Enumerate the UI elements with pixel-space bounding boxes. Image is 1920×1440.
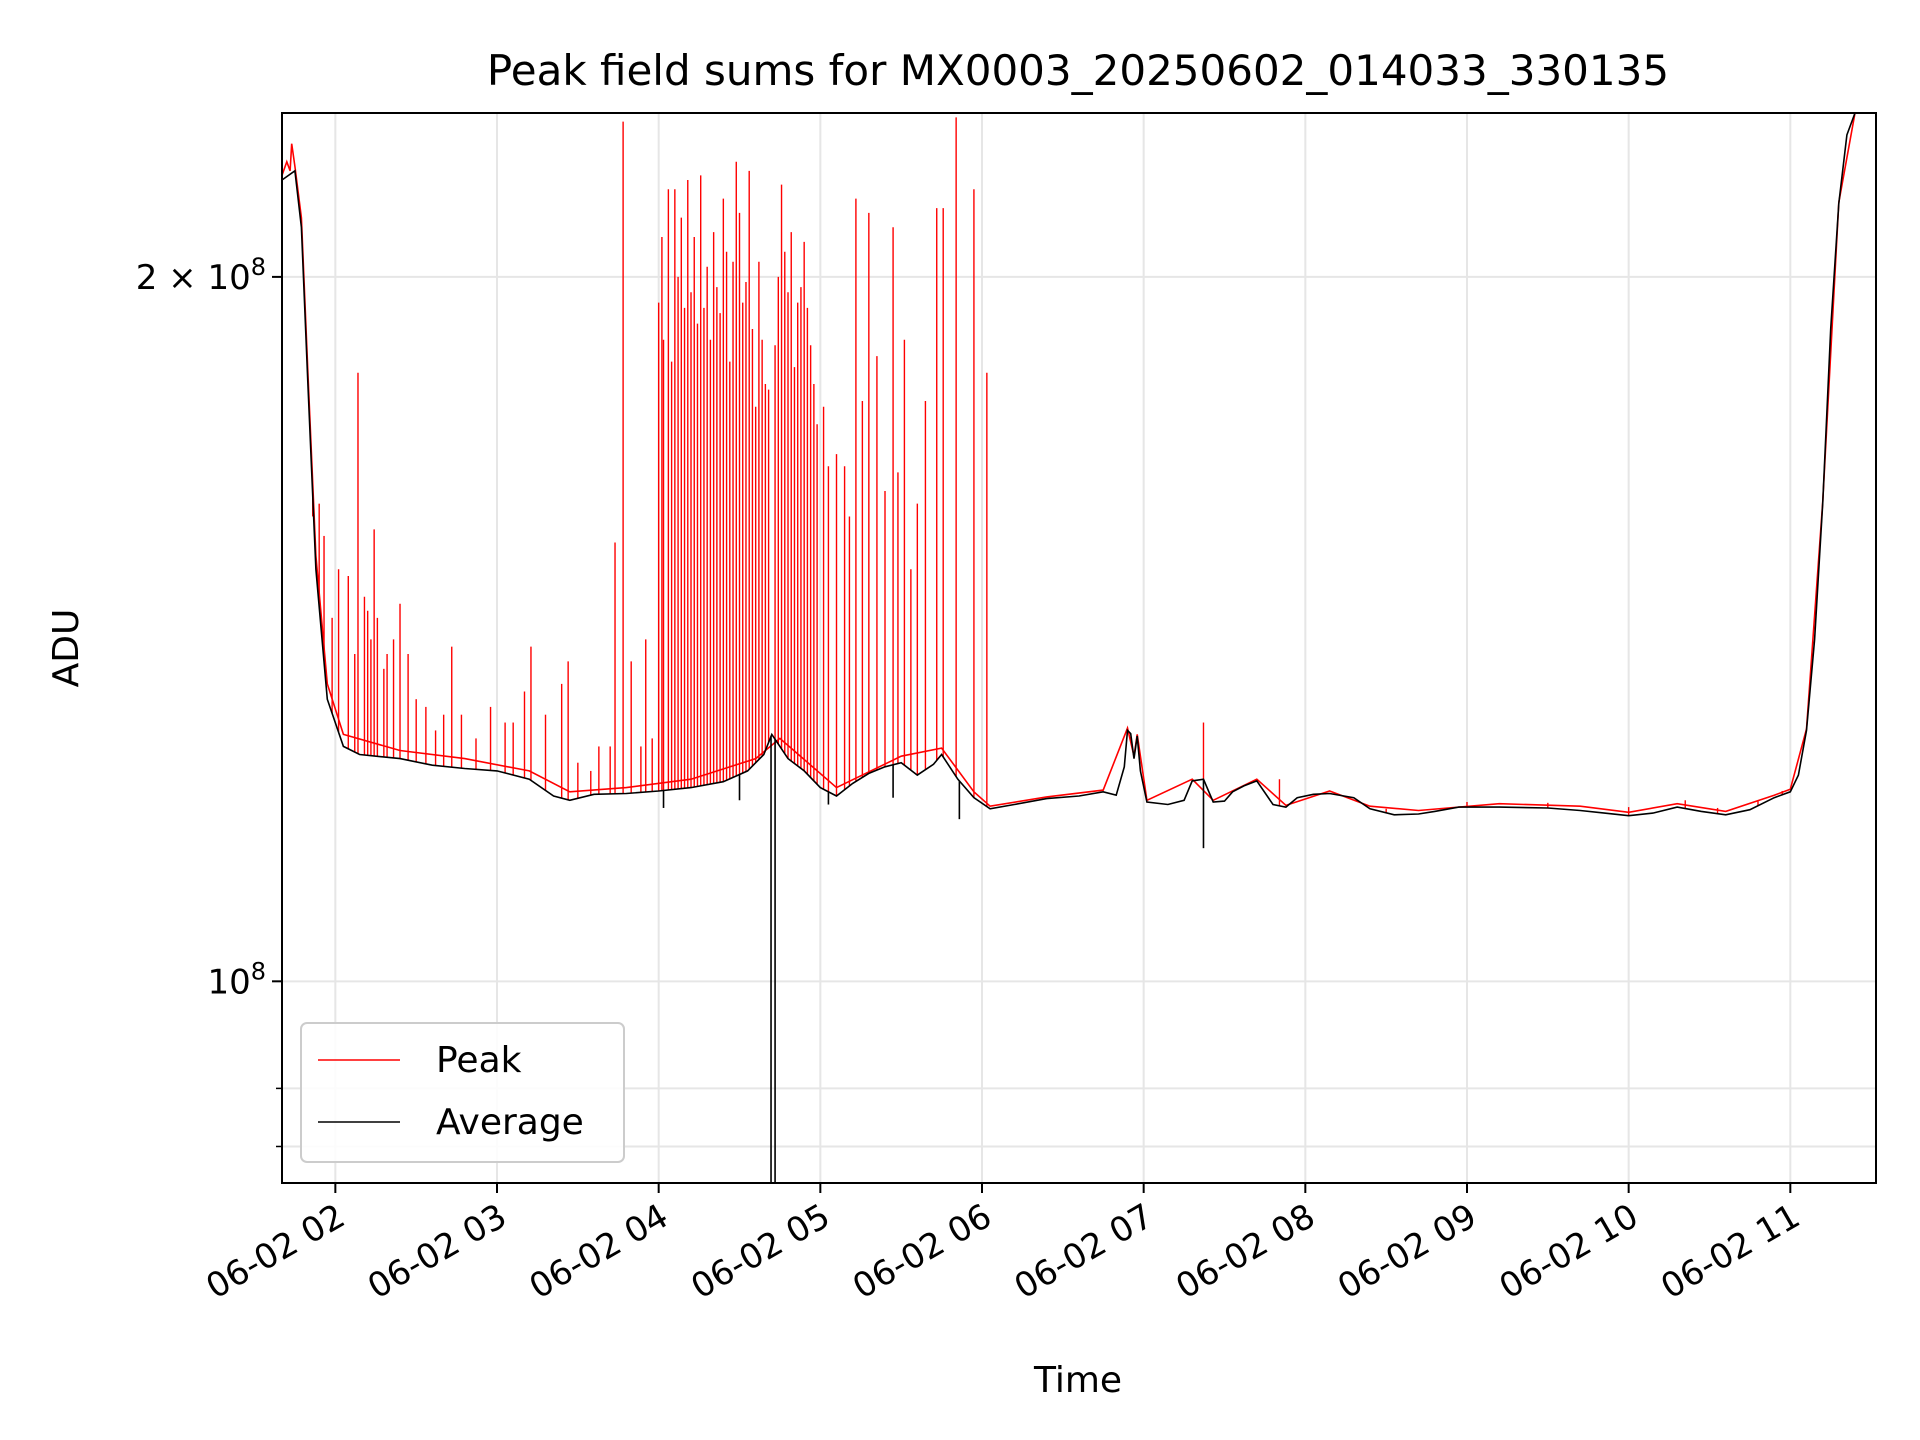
plot-area [281,112,1876,1183]
legend-box [300,1022,625,1163]
x-axis-label: Time [1033,1360,1122,1401]
legend: Peak Average [300,1022,625,1163]
y-tick-exponent: 8 [251,957,266,985]
y-tick-exponent: 8 [251,253,266,281]
axes-frame [281,112,1877,1184]
y-tick-base: 10 [207,962,250,1002]
legend-average-label: Average [436,1102,584,1143]
y-tick-coefficient: 2 × [136,258,208,298]
y-axis-label: ADU [46,609,87,688]
y-tick-label: 108 [207,957,266,1002]
y-tick-label: 2 × 108 [136,253,266,298]
chart-title: Peak field sums for MX0003_20250602_0140… [487,46,1669,95]
average-series-line [281,112,1876,817]
y-tick-base: 10 [207,258,250,298]
legend-peak-label: Peak [436,1040,522,1081]
